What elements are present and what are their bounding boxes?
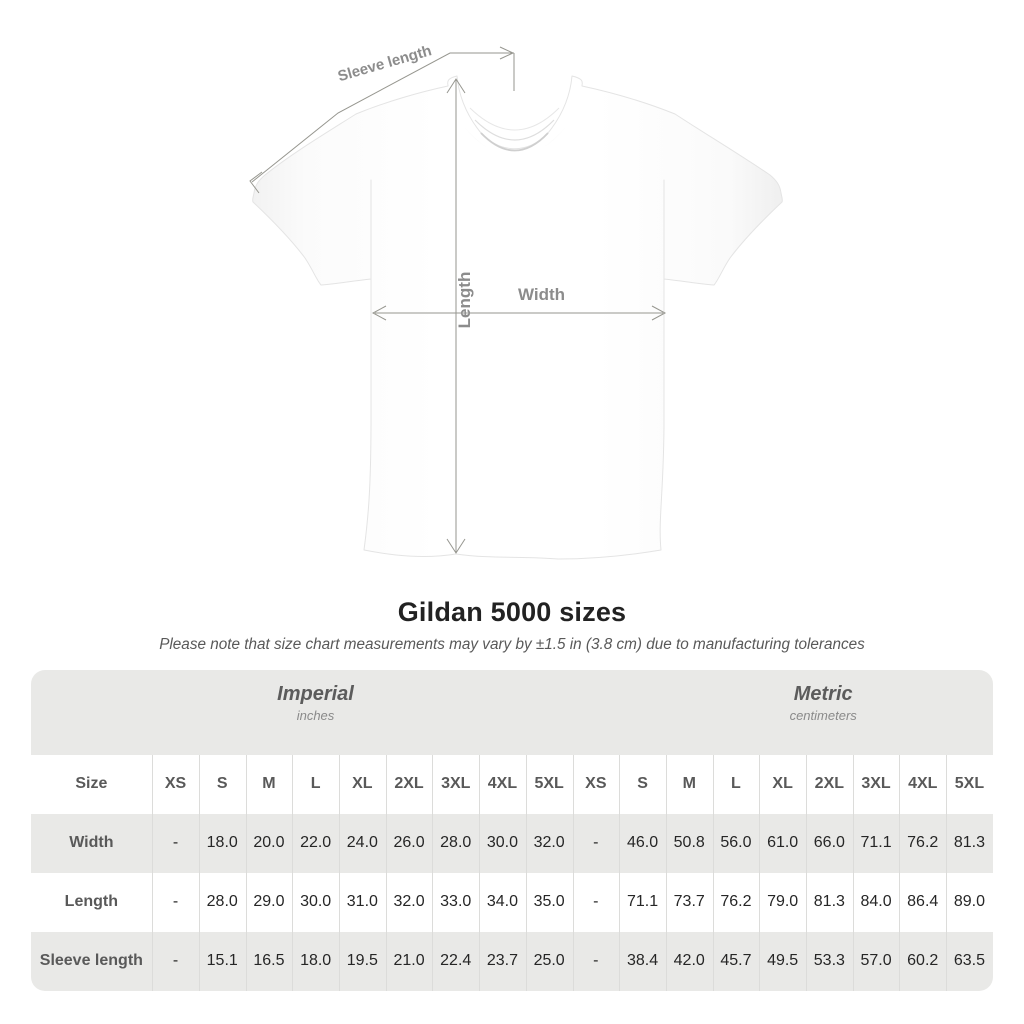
svg-text:Length: Length: [455, 272, 474, 329]
svg-text:Sleeve length: Sleeve length: [336, 42, 434, 85]
svg-text:Width: Width: [518, 285, 565, 304]
